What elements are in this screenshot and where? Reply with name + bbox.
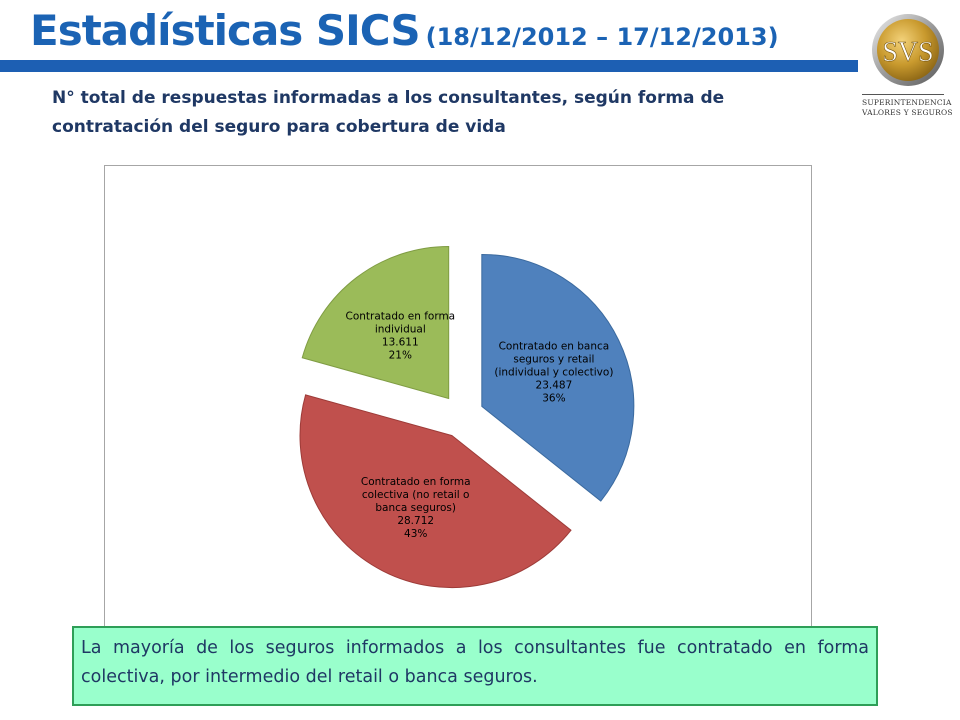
- slice-value-label: 28.712: [397, 515, 434, 527]
- slice-percent-label: 21%: [389, 349, 412, 361]
- logo-caption-rule: [862, 94, 944, 95]
- logo-disc: [877, 19, 939, 81]
- slice-label-2: Contratado en forma individual 13.611 21%: [345, 310, 455, 361]
- slice-percent-label: 36%: [542, 393, 565, 405]
- pie-slice-1: [299, 394, 572, 589]
- svs-logo: SVS: [872, 14, 944, 86]
- slice-label-line: Contratado en banca: [499, 341, 610, 353]
- logo-caption-line1: SUPERINTENDENCIA: [862, 98, 952, 107]
- slice-value-label: 23.487: [536, 380, 573, 392]
- slice-label-line: individual: [375, 323, 426, 335]
- logo-caption: SUPERINTENDENCIA VALORES Y SEGUROS: [862, 94, 956, 118]
- slice-percent-label: 43%: [404, 528, 427, 540]
- logo-caption-line2: VALORES Y SEGUROS: [862, 108, 953, 117]
- pie-chart: Contratado en banca seguros y retail (indi…: [299, 245, 635, 589]
- title-main: Estadísticas SICS: [30, 6, 421, 55]
- slice-label-line: Contratado en forma: [345, 310, 455, 322]
- slice-label-line: banca seguros): [375, 502, 456, 514]
- slice-value-label: 13.611: [382, 336, 419, 348]
- title-period: (18/12/2012 – 17/12/2013): [425, 23, 779, 51]
- summary-box: La mayoría de los seguros informados a l…: [72, 626, 878, 706]
- title-rule: [0, 60, 858, 72]
- logo-mark: SVS: [882, 37, 933, 68]
- pie-slice-2: [301, 245, 450, 400]
- page-title: Estadísticas SICS (18/12/2012 – 17/12/201…: [30, 6, 779, 55]
- pie-slice-0: [481, 253, 635, 502]
- slice-label-0: Contratado en banca seguros y retail (indi…: [494, 341, 613, 405]
- slice-label-line: (individual y colectivo): [494, 367, 613, 379]
- slice-label-1: Contratado en forma colectiva (no retail …: [361, 476, 471, 540]
- slice-label-line: Contratado en forma: [361, 476, 471, 488]
- slice-label-line: colectiva (no retail o: [362, 489, 470, 501]
- slice-label-line: seguros y retail: [513, 354, 594, 366]
- chart-area: Contratado en banca seguros y retail (indi…: [104, 165, 812, 630]
- chart-subtitle: N° total de respuestas informadas a los …: [52, 88, 725, 137]
